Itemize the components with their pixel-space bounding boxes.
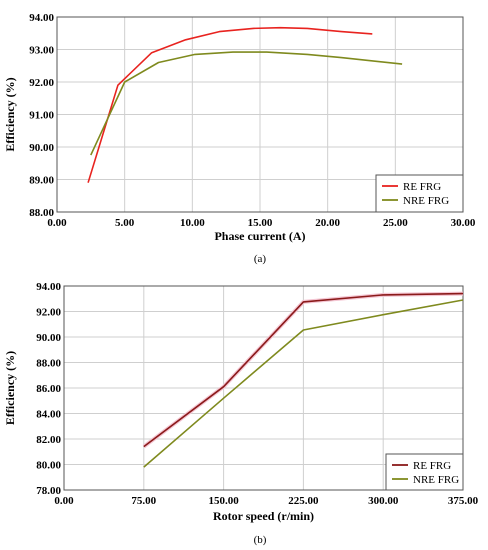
x-axis-label: Rotor speed (r/min) (213, 509, 314, 523)
nre-frg-line (90, 51, 403, 156)
x-tick-label: 300.00 (368, 495, 399, 507)
y-axis-label: Efficiency (%) (3, 351, 17, 425)
legend-box (375, 174, 464, 213)
figure-caption: (b) (254, 534, 267, 546)
plot-frame (63, 285, 464, 491)
legend: RE FRG NRE FRG (385, 453, 464, 491)
y-tick-label: 93.00 (29, 45, 54, 57)
y-tick-label: 80.00 (36, 460, 61, 472)
x-tick-label: 30.00 (451, 217, 476, 229)
x-axis-label: Phase current (A) (214, 229, 305, 243)
chart-a: 0.00 5.00 10.00 15.00 20.00 25.00 30.00 88.00 89… (3, 12, 476, 265)
plot-frame (56, 16, 464, 213)
y-tick-label: 94.00 (36, 281, 61, 293)
re-frg-line (143, 292, 464, 448)
nre-frg-legend-label: NRE FRG (413, 474, 459, 486)
x-tick-label: 5.00 (115, 217, 135, 229)
y-tick-label: 94.00 (29, 12, 54, 24)
x-tick-label: 10.00 (180, 217, 205, 229)
y-tick-label: 88.00 (36, 358, 61, 370)
x-tick-label: 375.00 (448, 495, 479, 507)
x-tick-label: 0.00 (47, 217, 67, 229)
re-frg-line (87, 26, 373, 183)
y-tick-label: 88.00 (29, 207, 54, 219)
y-tick-label: 92.00 (36, 307, 61, 319)
x-tick-label: 225.00 (288, 495, 319, 507)
x-tick-label: 20.00 (315, 217, 340, 229)
y-tick-label: 78.00 (36, 485, 61, 497)
y-tick-label: 91.00 (29, 110, 54, 122)
nre-frg-legend-label: NRE FRG (403, 195, 449, 207)
y-axis-label: Efficiency (%) (3, 77, 17, 151)
y-tick-label: 84.00 (36, 409, 61, 421)
y-tick-label: 89.00 (29, 175, 54, 187)
x-tick-label: 0.00 (54, 495, 74, 507)
x-tick-label: 15.00 (248, 217, 273, 229)
figure-caption: (a) (254, 253, 267, 265)
nre-frg-line (143, 299, 464, 468)
legend: RE FRG NRE FRG (375, 174, 464, 213)
y-tick-label: 82.00 (36, 434, 61, 446)
y-tick-label: 90.00 (36, 332, 61, 344)
y-tick-label: 92.00 (29, 77, 54, 89)
x-tick-label: 150.00 (208, 495, 239, 507)
y-tick-label: 86.00 (36, 383, 61, 395)
re-frg-legend-label: RE FRG (413, 460, 451, 472)
y-tick-label: 90.00 (29, 142, 54, 154)
x-tick-label: 75.00 (131, 495, 156, 507)
chart-b: 0.00 75.00 150.00 225.00 300.00 375.00 78.00 80… (3, 281, 479, 546)
x-tick-label: 25.00 (383, 217, 408, 229)
re-frg-legend-label: RE FRG (403, 181, 441, 193)
legend-box (385, 453, 464, 491)
